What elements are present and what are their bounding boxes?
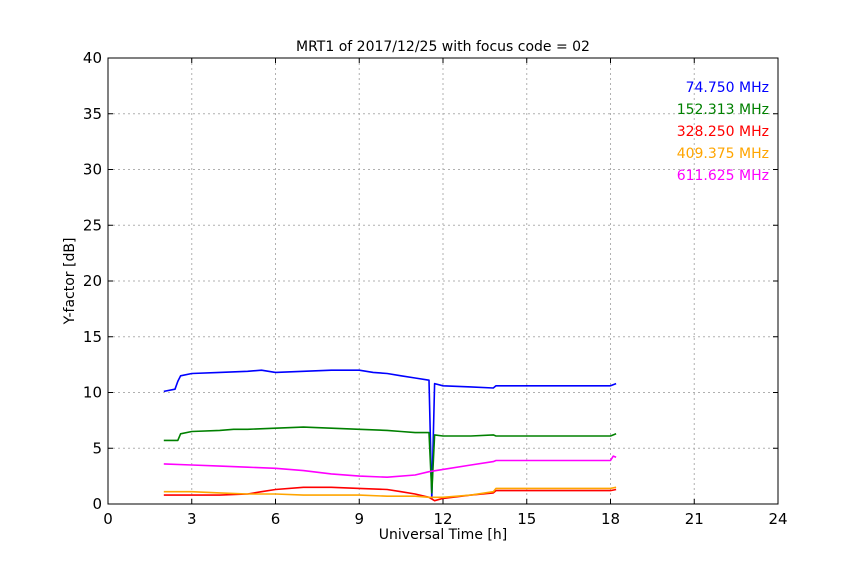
x-tick-label: 24 [768, 510, 787, 528]
legend: 74.750 MHz 152.313 MHz 328.250 MHz 409.375 … [677, 80, 769, 184]
legend-entry-4: 409.375 MHz [677, 146, 769, 162]
legend-entry-2: 152.313 MHz [677, 102, 769, 118]
x-tick-label: 12 [433, 510, 452, 528]
y-tick-label: 35 [83, 105, 102, 123]
y-axis-label: Y-factor [dB] [62, 238, 78, 326]
series-layer [163, 369, 617, 502]
series-line-2 [163, 426, 617, 494]
y-tick-label: 30 [83, 161, 102, 179]
legend-entry-5: 611.625 MHz [677, 168, 769, 184]
ticks: 0 3 6 9 12 15 18 21 24 0 5 10 15 20 25 30 35 40 [83, 49, 788, 528]
y-tick-label: 20 [83, 272, 102, 290]
series-line-1 [163, 369, 617, 500]
x-tick-label: 15 [517, 510, 536, 528]
x-tick-label: 3 [187, 510, 197, 528]
x-tick-label: 21 [685, 510, 704, 528]
y-tick-label: 0 [92, 495, 102, 513]
series-line-5 [163, 455, 617, 479]
legend-entry-1: 74.750 MHz [686, 80, 769, 96]
x-tick-label: 18 [601, 510, 620, 528]
series-line-4 [163, 486, 617, 499]
y-tick-label: 40 [83, 49, 102, 67]
x-tick-label: 6 [271, 510, 281, 528]
x-tick-label: 9 [354, 510, 364, 528]
x-tick-label: 0 [103, 510, 113, 528]
y-tick-label: 25 [83, 216, 102, 234]
y-tick-label: 15 [83, 328, 102, 346]
x-axis-label: Universal Time [h] [379, 527, 507, 543]
y-tick-label: 10 [83, 384, 102, 402]
legend-entry-3: 328.250 MHz [677, 124, 769, 140]
chart-title: MRT1 of 2017/12/25 with focus code = 02 [296, 39, 590, 55]
y-tick-label: 5 [92, 439, 102, 457]
